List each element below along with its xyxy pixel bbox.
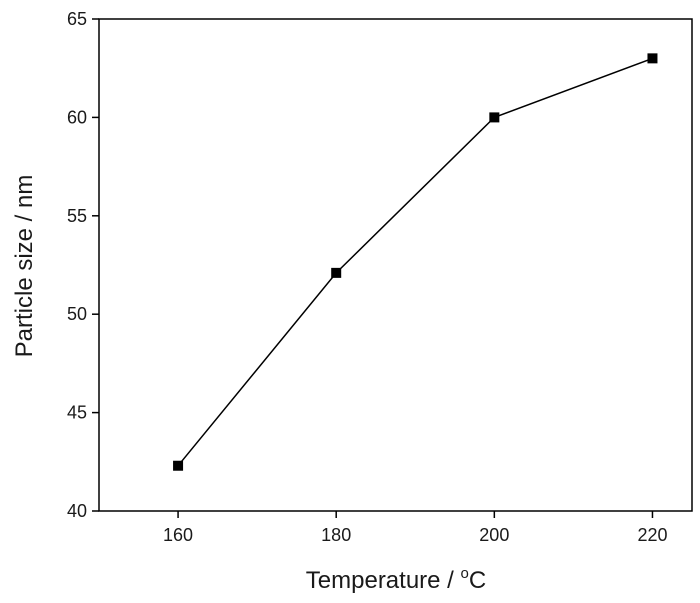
y-tick-label: 50 bbox=[67, 304, 87, 324]
x-tick-label: 180 bbox=[321, 525, 351, 545]
x-tick-label: 220 bbox=[637, 525, 667, 545]
x-tick-label: 160 bbox=[163, 525, 193, 545]
data-point-marker bbox=[647, 53, 658, 64]
data-point-marker bbox=[331, 267, 342, 278]
series-line bbox=[177, 57, 653, 467]
y-tick-label: 40 bbox=[67, 501, 87, 521]
series-layer bbox=[173, 53, 658, 471]
x-tick-label: 200 bbox=[479, 525, 509, 545]
x-axis-title: Temperature / oC bbox=[306, 565, 486, 594]
plot-frame bbox=[98, 18, 693, 512]
x-axis-title-text: Temperature / bbox=[306, 567, 461, 594]
data-point-marker bbox=[173, 460, 184, 471]
plot-border bbox=[98, 18, 693, 512]
x-axis-ticks: 160 180 200 220 bbox=[163, 511, 667, 545]
y-tick-label: 45 bbox=[67, 403, 87, 423]
y-tick-label: 65 bbox=[67, 9, 87, 29]
data-point-marker bbox=[489, 112, 500, 123]
y-axis-ticks: 40 45 50 55 60 65 bbox=[67, 9, 99, 521]
y-tick-label: 60 bbox=[67, 107, 87, 127]
x-axis-title-unit: C bbox=[469, 567, 486, 594]
x-axis-title-degree: o bbox=[461, 565, 469, 582]
y-axis-title: Particle size / nm bbox=[11, 175, 38, 358]
y-tick-label: 55 bbox=[67, 206, 87, 226]
